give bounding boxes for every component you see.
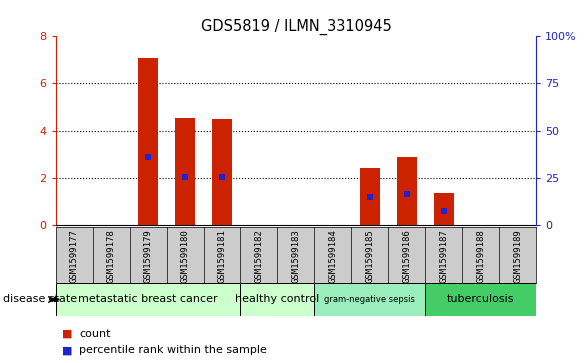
Text: ■: ■	[62, 345, 72, 355]
Text: disease state: disease state	[3, 294, 77, 305]
Text: GSM1599182: GSM1599182	[254, 230, 264, 284]
Bar	[212, 119, 232, 225]
Text: GSM1599179: GSM1599179	[144, 230, 152, 284]
Text: count: count	[79, 329, 111, 339]
Text: GSM1599186: GSM1599186	[403, 230, 411, 284]
Bar	[425, 283, 536, 316]
Bar	[315, 283, 425, 316]
Text: GSM1599185: GSM1599185	[365, 230, 374, 284]
Text: GSM1599187: GSM1599187	[440, 230, 448, 284]
Text: GSM1599189: GSM1599189	[513, 230, 522, 284]
Bar	[175, 118, 195, 225]
Text: metastatic breast cancer: metastatic breast cancer	[79, 294, 218, 305]
Text: tuberculosis: tuberculosis	[447, 294, 515, 305]
Text: GSM1599184: GSM1599184	[328, 230, 338, 284]
Bar	[138, 57, 158, 225]
Bar	[397, 157, 417, 225]
Text: gram-negative sepsis: gram-negative sepsis	[325, 295, 415, 304]
Text: GSM1599177: GSM1599177	[70, 230, 79, 284]
Text: GSM1599178: GSM1599178	[107, 230, 115, 284]
Text: GSM1599188: GSM1599188	[476, 230, 485, 284]
Text: GSM1599183: GSM1599183	[291, 230, 301, 284]
Bar	[240, 283, 315, 316]
Text: percentile rank within the sample: percentile rank within the sample	[79, 345, 267, 355]
Bar	[56, 283, 240, 316]
Text: ■: ■	[62, 329, 72, 339]
Bar	[360, 168, 380, 225]
Text: GSM1599180: GSM1599180	[180, 230, 189, 284]
Text: GSM1599181: GSM1599181	[217, 230, 227, 284]
Title: GDS5819 / ILMN_3310945: GDS5819 / ILMN_3310945	[200, 19, 391, 35]
Bar	[434, 193, 454, 225]
Text: healthy control: healthy control	[236, 294, 319, 305]
